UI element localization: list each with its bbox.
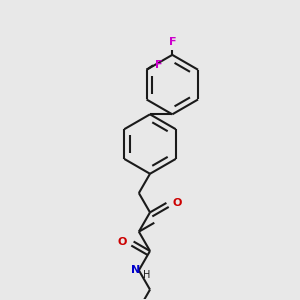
Text: O: O xyxy=(118,236,127,247)
Text: F: F xyxy=(169,38,176,47)
Text: N: N xyxy=(131,265,140,275)
Text: O: O xyxy=(173,198,182,208)
Text: H: H xyxy=(142,270,150,280)
Text: F: F xyxy=(155,60,163,70)
